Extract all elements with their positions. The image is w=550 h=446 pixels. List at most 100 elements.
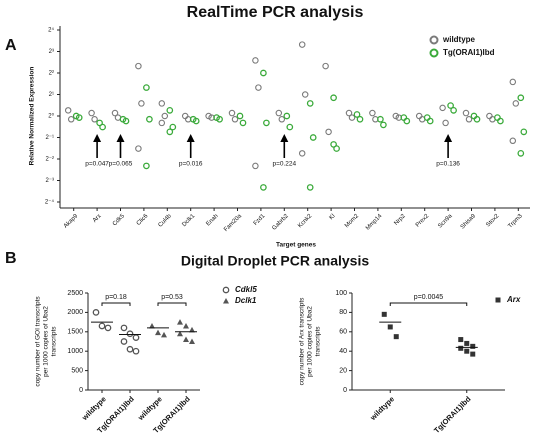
x-tick-label: Cdk5 [112, 213, 127, 228]
data-point [464, 340, 470, 346]
data-point [387, 324, 393, 330]
x-tick-label: Enah [205, 213, 219, 227]
y-tick-label: 2⁴ [48, 27, 54, 34]
data-point [497, 117, 504, 125]
data-point [353, 111, 361, 118]
x-tick-label: Nrp2 [393, 213, 407, 227]
data-point [486, 112, 493, 120]
x-tick-label: Fam20a [223, 213, 243, 233]
data-point [473, 115, 481, 123]
data-point [423, 114, 431, 121]
data-point [75, 114, 83, 121]
data-point [138, 100, 145, 107]
significance-bracket [101, 302, 131, 306]
x-tick-label: Mom2 [344, 213, 360, 229]
data-point [509, 78, 517, 86]
significance-bracket [157, 302, 187, 306]
data-point [298, 150, 306, 157]
x-tick-label: Clic6 [136, 213, 150, 227]
y-tick-label: 60 [339, 329, 347, 336]
p-value: p=0.136 [436, 161, 460, 168]
data-point [325, 128, 332, 136]
data-point [393, 334, 399, 340]
data-point [458, 337, 464, 343]
data-point [275, 109, 283, 117]
p-value: p=0.016 [179, 161, 203, 168]
data-point [158, 119, 166, 127]
data-point [252, 162, 259, 170]
y-tick-label: 20 [339, 367, 347, 374]
legend-marker [222, 286, 230, 294]
data-point [169, 123, 177, 131]
data-point [146, 115, 153, 123]
x-tick-label: Scn9a [437, 213, 454, 230]
p-value: p=0.53 [161, 294, 183, 301]
data-point [260, 69, 267, 77]
y-tick-label: 40 [339, 348, 347, 355]
data-point [306, 184, 314, 191]
p-value: p=0.047 [85, 161, 109, 168]
data-point [255, 84, 262, 91]
x-tick-label: Prex2 [415, 213, 431, 229]
data-point [517, 149, 525, 157]
data-point [345, 109, 353, 117]
x-tick-label: Kcnk2 [297, 213, 314, 230]
data-point [135, 145, 142, 152]
y-tick-label: 1000 [67, 348, 83, 355]
data-point [166, 106, 174, 114]
data-point [330, 141, 337, 148]
y-tick-label: 100 [335, 290, 347, 297]
data-point [403, 117, 411, 125]
y-tick-label: 0 [79, 387, 83, 394]
legend-label: Cdkl5 [235, 285, 257, 294]
data-point [189, 326, 195, 333]
x-tick-label: Dclk1 [181, 213, 196, 228]
p-value: p=0.224 [272, 161, 296, 168]
data-point [122, 117, 130, 125]
data-point [183, 336, 189, 343]
data-point [228, 109, 236, 117]
data-point [286, 123, 294, 131]
y-tick-label: 2⁻² [45, 157, 54, 163]
legend-marker [495, 297, 501, 303]
data-point [158, 100, 166, 107]
x-tick-label: wildtype [136, 394, 164, 422]
data-point [381, 311, 387, 317]
x-tick-label: Shisa9 [460, 213, 478, 231]
data-point [161, 331, 167, 338]
data-point [92, 309, 100, 316]
data-point [442, 119, 449, 127]
data-point [260, 184, 267, 191]
legend-label: Dclk1 [235, 296, 257, 305]
data-point [149, 322, 155, 329]
data-point [309, 134, 317, 141]
data-point [426, 117, 434, 125]
y-tick-label: 2000 [67, 309, 83, 316]
data-point [369, 109, 376, 117]
x-tick-label: Stox2 [485, 213, 501, 229]
data-point [161, 112, 169, 120]
data-point [348, 114, 356, 121]
x-tick-label: Akap9 [63, 213, 80, 230]
y-tick-label: 2³ [49, 49, 54, 55]
data-point [447, 102, 454, 109]
y-axis-label: copy number of GOI transcripts [35, 296, 42, 387]
y-axis-label: per 1000 copies of Uba2 [43, 306, 50, 377]
data-point [283, 112, 291, 120]
data-point [306, 100, 314, 107]
data-point [239, 119, 247, 127]
data-point [380, 121, 387, 129]
y-axis-label: Relative Normalized Expression [29, 67, 36, 166]
section-title: RealTime PCR analysis [187, 4, 364, 21]
y-tick-label: 2500 [67, 290, 83, 297]
data-point [177, 319, 183, 325]
data-point [181, 112, 189, 120]
arrow-head [444, 134, 453, 142]
data-point [135, 62, 142, 70]
legend-marker [223, 298, 229, 304]
data-point [301, 91, 309, 98]
legend-label: Tg(ORAI1)lbd [443, 48, 495, 57]
data-point [120, 338, 128, 345]
data-point [330, 94, 337, 102]
